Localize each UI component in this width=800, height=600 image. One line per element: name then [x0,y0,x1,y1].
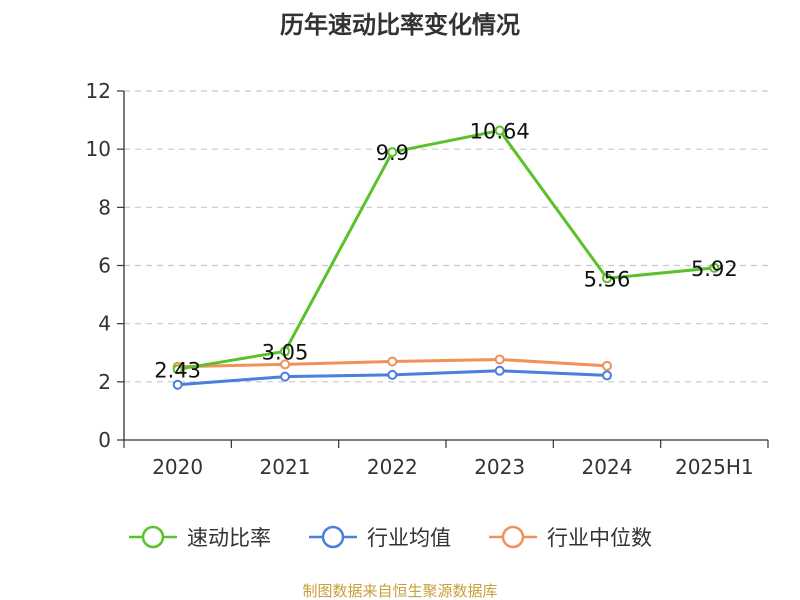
x-tick-label: 2021 [260,455,311,479]
data-point [172,379,183,390]
data-point [280,359,290,370]
data-point [387,147,398,158]
legend-item[interactable]: 行业中位数 [489,525,652,550]
data-point [172,364,183,375]
x-tick-label: 2020 [152,455,203,479]
y-tick-label: 6 [98,254,111,278]
chart-title: 历年速动比率变化情况 [280,11,520,39]
x-tick-label: 2025H1 [675,455,754,479]
data-label: 2.43 [154,358,201,382]
data-point [709,262,720,273]
legend-item[interactable]: 行业均值 [309,525,451,550]
data-point [494,354,505,365]
series-layer [172,125,720,390]
data-point [602,273,612,284]
y-tick-label: 4 [98,312,111,336]
data-point [387,356,398,367]
y-tick-label: 2 [98,370,111,394]
data-point [494,365,505,376]
data-label: 10.64 [470,120,530,144]
legend-marker [141,525,165,549]
y-tick-label: 0 [98,428,111,452]
data-point [602,370,612,381]
x-tick-label: 2022 [367,455,418,479]
data-point [387,369,398,380]
axes: 0 2 4 6 8 10 12 2020 2021 2022 2023 2024 2025H1 [86,79,769,479]
data-point [494,125,505,136]
legend-marker [501,525,525,549]
data-labels: 2.43 3.05 9.9 10.64 5.56 5.92 [154,120,737,383]
data-label: 9.9 [376,141,409,165]
y-tick-label: 12 [86,79,111,103]
legend-marker [321,525,345,549]
x-tick-label: 2024 [582,455,633,479]
data-point [280,346,290,357]
y-tick-label: 10 [86,137,111,161]
legend[interactable]: 速动比率 行业均值 行业中位数 [129,525,652,550]
legend-item[interactable]: 速动比率 [129,525,271,550]
series-line [176,129,716,371]
x-tick-label: 2023 [474,455,525,479]
y-tick-label: 8 [98,195,111,219]
legend-label: 行业中位数 [547,526,652,550]
grid [124,90,768,383]
data-point [280,371,290,382]
source-note: 制图数据来自恒生聚源数据库 [302,582,497,600]
data-label: 3.05 [262,340,309,364]
legend-label: 速动比率 [187,526,271,550]
legend-label: 行业均值 [367,526,451,550]
data-label: 5.92 [691,257,738,281]
data-point [602,360,612,371]
data-label: 5.56 [584,267,631,291]
